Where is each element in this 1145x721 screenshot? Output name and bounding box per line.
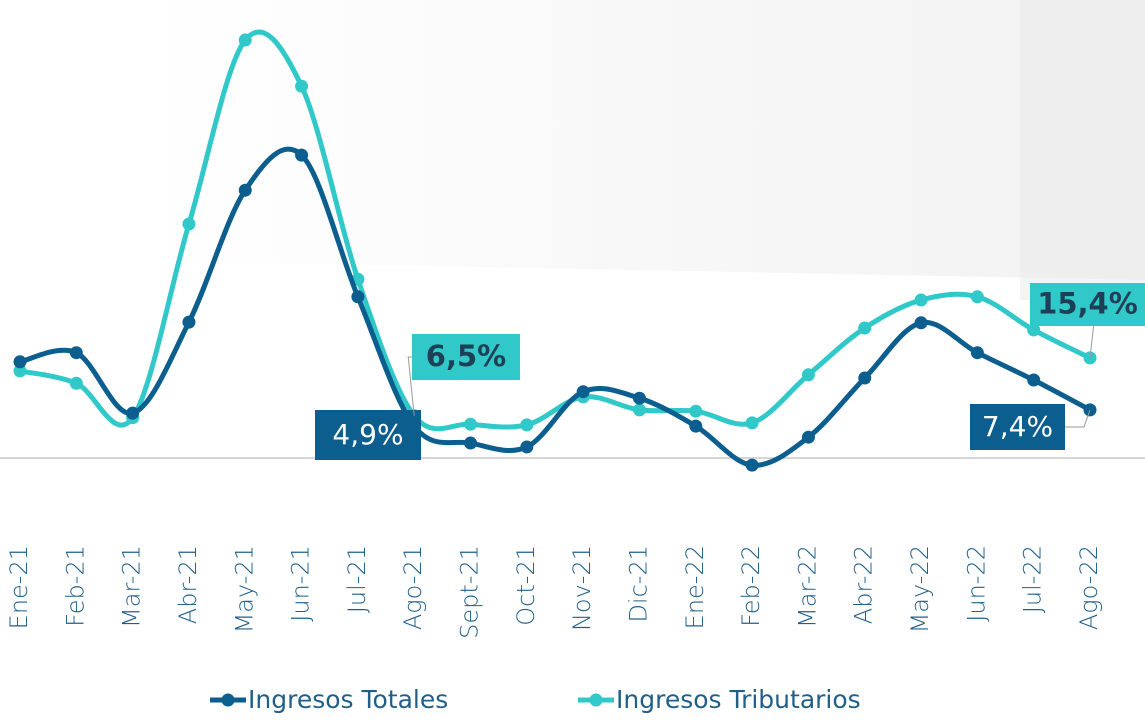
leader-line xyxy=(1065,409,1091,428)
x-tick-label: Jun-21 xyxy=(287,545,315,622)
leader-line xyxy=(407,356,415,416)
x-tick-label: Feb-22 xyxy=(737,545,765,627)
x-tick-label: May-21 xyxy=(230,545,258,633)
label-box xyxy=(1030,283,1145,326)
data-point xyxy=(464,436,478,450)
background xyxy=(120,0,1145,280)
data-point xyxy=(745,416,759,430)
data-point xyxy=(351,290,365,304)
data-point xyxy=(970,346,984,360)
data-point xyxy=(970,290,984,304)
data-point xyxy=(858,371,872,385)
data-point xyxy=(914,316,928,330)
data-point xyxy=(238,33,252,47)
data-point xyxy=(238,183,252,197)
x-tick-label: Ago-21 xyxy=(399,545,427,630)
x-tick-label: May-22 xyxy=(906,545,934,633)
data-point xyxy=(182,315,196,329)
data-point xyxy=(858,321,872,335)
x-tick-label: Ene-21 xyxy=(5,545,33,629)
data-label: 4,9% xyxy=(332,418,403,451)
data-point xyxy=(464,417,478,431)
data-point xyxy=(69,346,83,360)
x-tick-label: Jul-21 xyxy=(343,545,371,613)
label-box xyxy=(970,404,1065,450)
data-point xyxy=(520,418,534,432)
data-point xyxy=(13,355,27,369)
x-tick-label: Mar-21 xyxy=(118,545,146,628)
x-tick-label: Oct-21 xyxy=(512,545,540,626)
data-point xyxy=(295,148,309,162)
label-box xyxy=(412,334,520,380)
legend-label: Ingresos Tributarios xyxy=(616,685,861,714)
data-point xyxy=(632,391,646,405)
data-point xyxy=(69,376,83,390)
legend-label: Ingresos Totales xyxy=(248,685,448,714)
x-tick-label: Mar-22 xyxy=(793,545,821,628)
x-tick-label: Ago-22 xyxy=(1075,545,1103,630)
data-point xyxy=(13,364,27,378)
data-point xyxy=(126,406,140,420)
x-tick-label: Sept-21 xyxy=(456,545,484,639)
data-point xyxy=(745,458,759,472)
data-point xyxy=(689,404,703,418)
data-point xyxy=(576,385,590,399)
x-tick-label: Feb-21 xyxy=(61,545,89,627)
x-tick-label: Nov-21 xyxy=(568,545,596,631)
data-point xyxy=(914,293,928,307)
data-label: 15,4% xyxy=(1037,287,1138,321)
legend-swatch xyxy=(221,693,235,707)
x-tick-label: Jul-22 xyxy=(1019,545,1047,613)
data-label: 6,5% xyxy=(426,339,506,373)
x-tick-label: Dic-21 xyxy=(624,545,652,623)
data-point xyxy=(1027,323,1041,337)
legend-swatch xyxy=(589,693,603,707)
data-point xyxy=(801,430,815,444)
data-point xyxy=(1027,373,1041,387)
x-tick-label: Abr-22 xyxy=(850,545,878,624)
data-point xyxy=(295,79,309,93)
data-point xyxy=(182,217,196,231)
background xyxy=(1020,0,1145,300)
x-tick-label: Abr-21 xyxy=(174,545,202,624)
data-label: 7,4% xyxy=(982,410,1053,443)
x-tick-label: Ene-22 xyxy=(681,545,709,629)
data-point xyxy=(632,403,646,417)
x-tick-label: Jun-22 xyxy=(962,545,990,622)
data-point xyxy=(689,419,703,433)
label-box xyxy=(315,410,421,460)
data-point xyxy=(520,440,534,454)
data-point xyxy=(801,368,815,382)
